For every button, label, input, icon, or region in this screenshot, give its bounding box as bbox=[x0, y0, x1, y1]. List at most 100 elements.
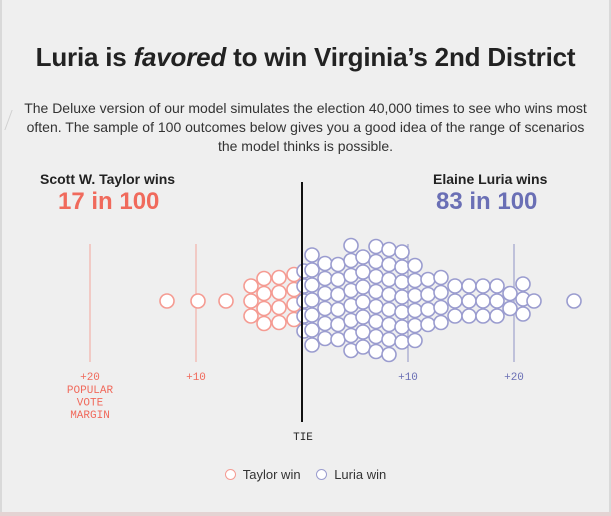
outcome-dot bbox=[381, 301, 397, 318]
title-emphasis: favored bbox=[133, 42, 227, 72]
outcome-dot bbox=[304, 337, 320, 353]
axis-title-line: POPULAR bbox=[67, 385, 114, 397]
outcome-dot bbox=[381, 316, 397, 333]
outcome-dot bbox=[381, 286, 397, 303]
outcome-dot bbox=[407, 317, 423, 334]
outcome-dot bbox=[433, 284, 449, 301]
outcome-dot bbox=[502, 285, 518, 302]
outcome-dot bbox=[461, 293, 477, 309]
outcome-dot bbox=[381, 256, 397, 273]
outcome-dot bbox=[243, 293, 259, 309]
outcome-dot bbox=[304, 292, 320, 308]
outcome-dot bbox=[394, 289, 410, 305]
outcome-dot bbox=[394, 259, 410, 275]
outcome-dot bbox=[475, 278, 491, 294]
outcome-dot bbox=[355, 249, 371, 265]
right-tick-label: +20 bbox=[504, 372, 524, 384]
outcome-dot bbox=[330, 286, 346, 303]
legend-luria-label: Luria win bbox=[334, 467, 387, 482]
outcome-dot bbox=[317, 330, 333, 347]
outcome-dot bbox=[355, 324, 371, 340]
outcome-dot bbox=[394, 334, 410, 350]
outcome-dot bbox=[489, 308, 505, 324]
taylor-wins-count: 17 in 100 bbox=[58, 188, 160, 215]
taylor-ring-icon bbox=[224, 469, 236, 480]
outcome-dot bbox=[355, 309, 371, 325]
outcome-dot bbox=[355, 294, 371, 310]
luria-wins-count: 83 in 100 bbox=[436, 188, 538, 215]
luria-ring-icon bbox=[316, 469, 328, 480]
outcome-dot bbox=[159, 293, 175, 309]
outcome-dot bbox=[271, 299, 287, 316]
frame-bottom-border bbox=[0, 512, 611, 516]
outcome-dot bbox=[461, 278, 477, 294]
outcome-dot bbox=[407, 332, 423, 349]
outcome-dot bbox=[330, 301, 346, 318]
outcome-dot bbox=[515, 306, 531, 322]
outcome-dot bbox=[317, 285, 333, 302]
outcome-dot bbox=[489, 278, 505, 294]
outcome-dot bbox=[394, 274, 410, 290]
outcome-dot bbox=[304, 307, 320, 323]
outcome-dot bbox=[381, 331, 397, 348]
outcome-dot bbox=[368, 298, 384, 315]
legend: Taylor win Luria win bbox=[0, 467, 611, 483]
outcome-dot bbox=[190, 293, 206, 309]
outcome-dot bbox=[368, 328, 384, 345]
title-prefix: Luria is bbox=[35, 42, 127, 72]
outcome-dot bbox=[343, 237, 359, 254]
outcome-dot bbox=[368, 343, 384, 360]
outcome-dot bbox=[420, 316, 436, 333]
tie-label: TIE bbox=[293, 432, 313, 444]
outcome-dot bbox=[381, 241, 397, 258]
outcome-dot bbox=[317, 270, 333, 287]
outcome-dot bbox=[381, 346, 397, 363]
outcome-dot bbox=[515, 276, 531, 292]
outcome-dot bbox=[475, 293, 491, 309]
outcome-dot bbox=[368, 283, 384, 300]
outcome-dot bbox=[407, 302, 423, 319]
left-tick-label: +10 bbox=[186, 372, 206, 384]
outcome-dot bbox=[330, 316, 346, 333]
frame-left-border bbox=[0, 0, 2, 516]
legend-taylor-label: Taylor win bbox=[242, 467, 301, 482]
title-suffix: to win Virginia’s 2nd District bbox=[233, 42, 576, 72]
outcome-dot bbox=[394, 244, 410, 260]
outcome-dot bbox=[502, 300, 518, 317]
outcome-dot bbox=[271, 269, 287, 286]
outcome-dot bbox=[256, 285, 272, 302]
outcome-dot bbox=[461, 308, 477, 324]
outcome-dot bbox=[271, 314, 287, 331]
outcome-dot bbox=[433, 314, 449, 331]
outcome-dot bbox=[381, 271, 397, 288]
outcome-dot bbox=[433, 269, 449, 286]
left-tick-label: +20 bbox=[80, 372, 100, 384]
outcome-dot bbox=[420, 271, 436, 288]
outcome-dot bbox=[526, 293, 542, 309]
right-tick-label: +10 bbox=[398, 372, 418, 384]
outcome-dot bbox=[368, 268, 384, 285]
luria-wins-label: Elaine Luria wins bbox=[433, 171, 548, 187]
outcome-dot bbox=[447, 308, 463, 324]
page-title: Luria is favored to win Virginia’s 2nd D… bbox=[0, 42, 611, 73]
outcome-dot bbox=[243, 278, 259, 294]
outcome-dot bbox=[447, 278, 463, 294]
outcome-dot bbox=[304, 262, 320, 278]
outcome-dot bbox=[475, 308, 491, 324]
outcome-dot bbox=[433, 299, 449, 316]
outcome-dot bbox=[420, 301, 436, 318]
outcome-dot bbox=[256, 300, 272, 317]
axis-title-line: VOTE bbox=[77, 398, 104, 410]
taylor-wins-label: Scott W. Taylor wins bbox=[40, 171, 176, 187]
outcome-dot bbox=[407, 257, 423, 274]
outcome-dot bbox=[330, 331, 346, 348]
outcome-dot bbox=[256, 270, 272, 287]
outcome-dot bbox=[420, 286, 436, 303]
outcome-dot bbox=[368, 313, 384, 330]
outcome-dot bbox=[317, 300, 333, 317]
outcome-dot bbox=[394, 319, 410, 335]
outcome-dot bbox=[243, 308, 259, 324]
legend-taylor: Taylor win bbox=[224, 467, 301, 482]
outcome-dot bbox=[407, 272, 423, 289]
